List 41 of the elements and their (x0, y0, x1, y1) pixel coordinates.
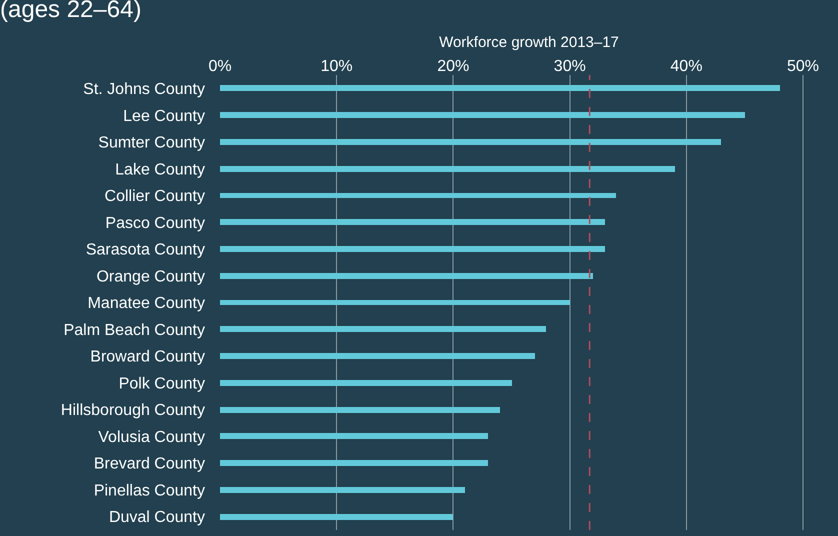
x-tick-label: 40% (670, 58, 702, 75)
bar (220, 514, 453, 520)
y-tick-label: Palm Beach County (64, 322, 205, 339)
bar (220, 193, 616, 198)
x-tick-label: 20% (437, 58, 470, 75)
y-tick-label: Volusia County (98, 428, 205, 446)
y-tick-label: Broward County (90, 348, 205, 366)
bar (220, 85, 780, 91)
y-tick-label: Hillsborough County (60, 402, 205, 420)
bar (220, 407, 500, 413)
y-tick-label: Pinellas County (94, 482, 205, 500)
bar (220, 166, 675, 172)
y-tick-label: Brevard County (94, 456, 205, 473)
bar (220, 273, 593, 279)
bar (220, 112, 745, 118)
bar (220, 326, 546, 332)
bar (220, 353, 535, 359)
y-tick-label: Duval County (108, 509, 205, 526)
y-tick-label: St. Johns County (83, 80, 205, 98)
y-tick-label: Sarasota County (86, 242, 205, 259)
y-tick-label: Manatee County (88, 295, 205, 312)
y-tick-label: Sumter County (98, 134, 205, 152)
y-tick-label: Pasco County (105, 214, 205, 232)
bar (220, 246, 605, 252)
y-tick-label: Polk County (118, 375, 205, 392)
bar (220, 460, 488, 466)
x-tick-label: 10% (320, 58, 353, 75)
x-tick-label: 50% (787, 58, 820, 75)
x-tick-label: 30% (554, 58, 586, 75)
bar (220, 219, 605, 225)
x-axis-title: Workforce growth 2013–17 (439, 34, 619, 52)
bar (220, 139, 721, 145)
x-tick-label: 0% (208, 58, 232, 75)
bar (220, 487, 465, 493)
bar (220, 380, 512, 386)
bar (220, 433, 488, 439)
y-tick-label: Lee County (123, 108, 205, 125)
y-tick-label: Lake County (115, 161, 205, 178)
y-tick-label: Collier County (104, 188, 205, 206)
y-tick-label: Orange County (96, 268, 205, 286)
bar (220, 300, 570, 305)
